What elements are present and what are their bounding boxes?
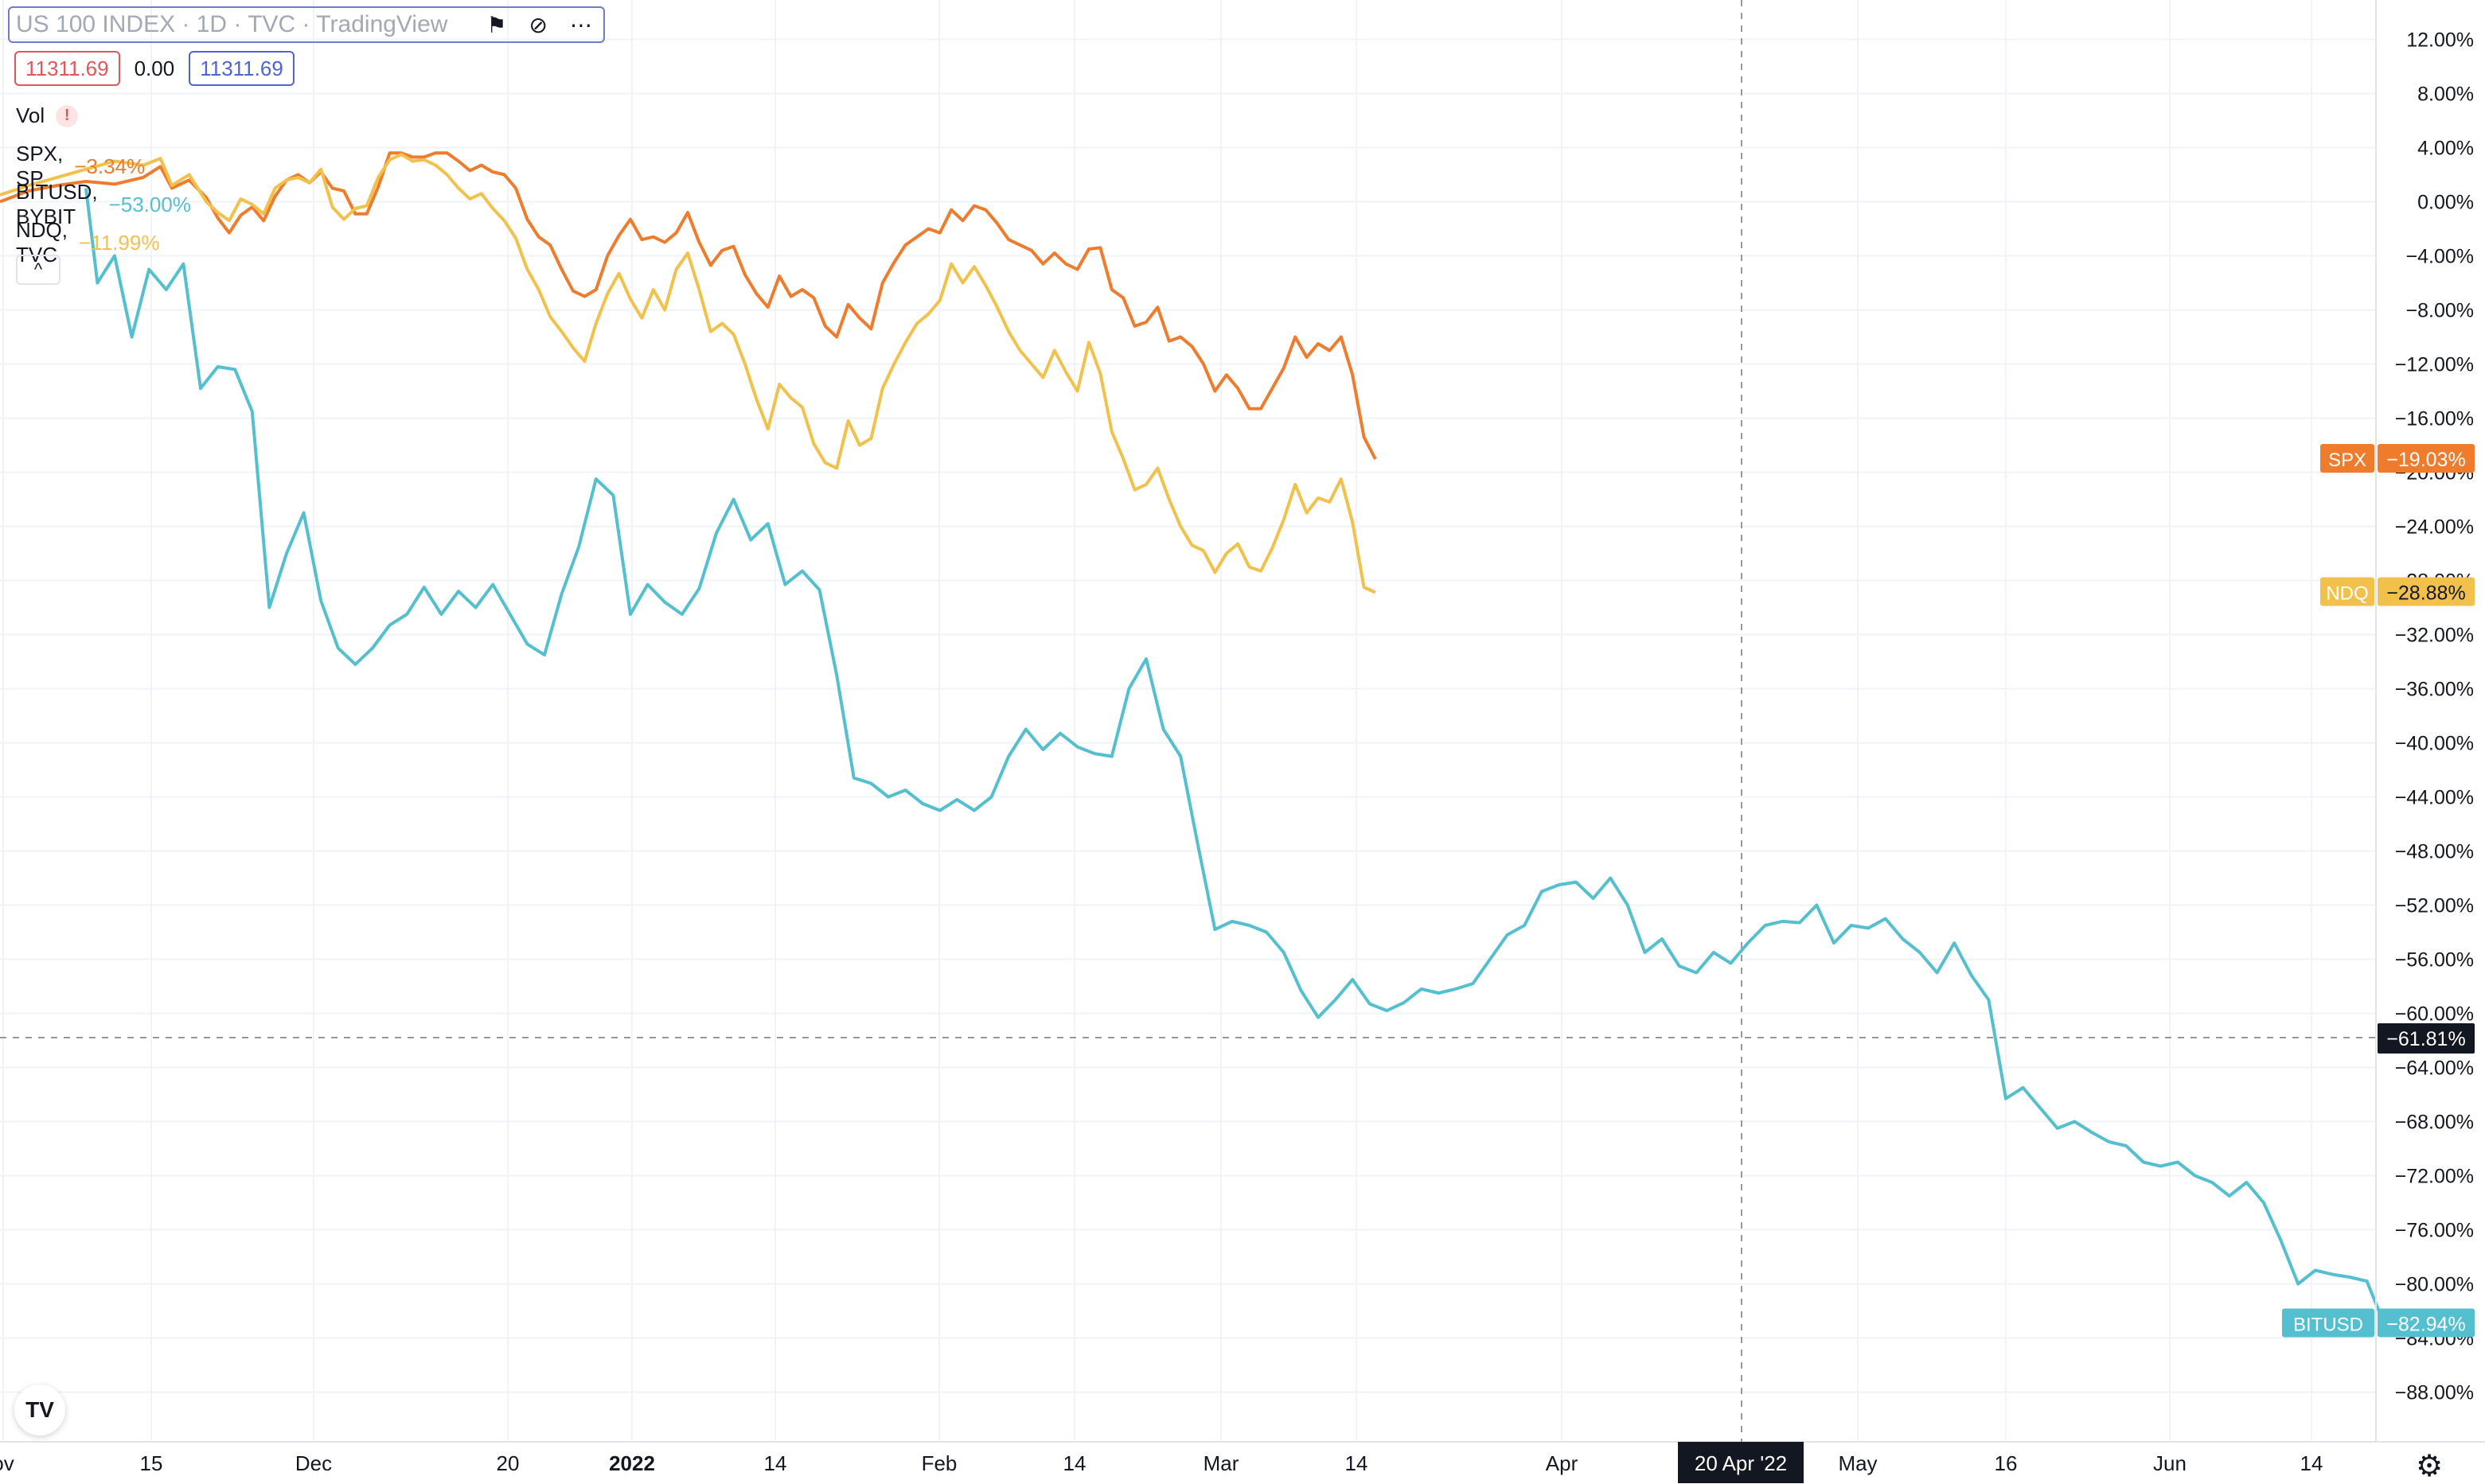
plot-series [0,151,2386,1325]
y-tick-label: −88.00% [2395,1382,2474,1404]
last-value-tag-spx: SPX −19.03% [2320,444,2475,473]
y-tick-label: −68.00% [2395,1112,2474,1134]
x-tick-label: ov [0,1451,14,1475]
y-tick-label: 4.00% [2417,138,2474,160]
y-tick-label: −80.00% [2395,1274,2474,1296]
y-tick-label: −48.00% [2395,841,2474,863]
y-tick-label: 0.00% [2417,192,2474,214]
legend-change: −11.99% [79,230,160,255]
legend-volume[interactable]: Vol ! [16,103,79,128]
series-line-ndq[interactable] [0,153,1376,594]
series-name-tag: BITUSD [2293,1314,2363,1335]
time-axis[interactable]: ov 15 Dec 20 2022 14 Feb 14 Mar 14 Apr May 16 Jun 14 [0,1441,2485,1475]
x-tick-label: 14 [2300,1451,2323,1475]
collapse-legend-button[interactable]: ^ [16,255,60,285]
grid-lines [0,0,2376,1442]
series-value-tag: −28.88% [2386,582,2465,604]
series-name-tag: SPX [2328,450,2366,471]
y-tick-label: −12.00% [2395,354,2474,376]
x-tick-label: Mar [1203,1451,1239,1475]
y-tick-label: −64.00% [2395,1057,2474,1080]
crosshair-x-label: 20 Apr '22 [1695,1451,1787,1475]
legend-label: BITUSD, BYBIT [16,180,98,228]
warning-icon[interactable]: ! [56,104,79,127]
legend-change: −3.34% [74,154,146,178]
y-tick-label: −72.00% [2395,1166,2474,1188]
legend-label: SPX, SP [16,142,64,190]
x-tick-label: Apr [1546,1451,1578,1475]
y-tick-label: −60.00% [2395,1003,2474,1026]
y-tick-label: −40.00% [2395,733,2474,755]
y-tick-label: 8.00% [2417,84,2474,106]
x-tick-label: Feb [922,1451,958,1475]
y-tick-label: −56.00% [2395,949,2474,972]
crosshair-y-label: −61.81% [2386,1028,2465,1050]
hide-eye-icon[interactable]: ⊘ [529,12,548,37]
buy-price-pill[interactable]: 11311.69 [189,51,295,86]
last-value-tag-ndq: NDQ −28.88% [2320,577,2475,606]
y-tick-label: −32.00% [2395,625,2474,647]
legend-item-spx[interactable]: SPX, SP −3.34% [16,142,145,191]
y-tick-label: −24.00% [2395,516,2474,539]
series-value-tag: −19.03% [2386,449,2465,471]
series-name-tag: NDQ [2326,582,2368,604]
x-tick-label: 2022 [609,1451,655,1475]
price-axis[interactable]: 12.00% 8.00% 4.00% 0.00% −4.00% −8.00% −12.00%… [2375,0,2475,1442]
sell-price-pill[interactable]: 11311.69 [14,51,120,86]
legend-item-bitusd[interactable]: BITUSD, BYBIT −53.00% [16,180,191,229]
x-tick-label: 14 [764,1451,787,1475]
volume-label: Vol [16,103,45,127]
y-tick-label: −44.00% [2395,787,2474,809]
y-tick-label: −16.00% [2395,408,2474,430]
y-tick-label: −52.00% [2395,895,2474,917]
x-tick-label: 16 [1995,1451,2018,1475]
x-tick-label: Dec [295,1451,332,1475]
symbol-title-box[interactable]: US 100 INDEX · 1D · TVC · TradingView ⚑ … [8,6,605,43]
x-tick-label: Jun [2153,1451,2187,1475]
x-tick-label: 14 [1345,1451,1368,1475]
gear-icon[interactable]: ⚙ [2416,1450,2444,1483]
legend-change: −53.00% [108,192,191,216]
y-tick-label: −36.00% [2395,679,2474,701]
series-value-tag: −82.94% [2386,1313,2465,1335]
flag-icon[interactable]: ⚑ [486,12,507,37]
y-tick-label: −8.00% [2406,300,2475,322]
x-tick-label: 14 [1063,1451,1086,1475]
spread-value: 0.00 [134,56,175,80]
symbol-title: US 100 INDEX · 1D · TVC · TradingView [16,11,448,37]
more-options-icon[interactable]: ⋯ [570,12,592,37]
y-tick-label: −4.00% [2406,246,2475,268]
y-tick-label: 12.00% [2406,29,2474,52]
tradingview-logo-icon[interactable]: TV [14,1385,65,1435]
series-last-value-tags: SPX −19.03% NDQ −28.88% BITUSD −82.94% [2282,444,2475,1338]
y-tick-label: −76.00% [2395,1220,2474,1242]
x-tick-label: 15 [140,1451,163,1475]
x-tick-label: 20 [497,1451,520,1475]
x-tick-label: May [1838,1451,1877,1475]
series-line-bitusd[interactable] [84,188,2386,1325]
price-row: 11311.69 0.00 11311.69 [14,51,295,86]
last-value-tag-bitusd: BITUSD −82.94% [2282,1308,2475,1338]
